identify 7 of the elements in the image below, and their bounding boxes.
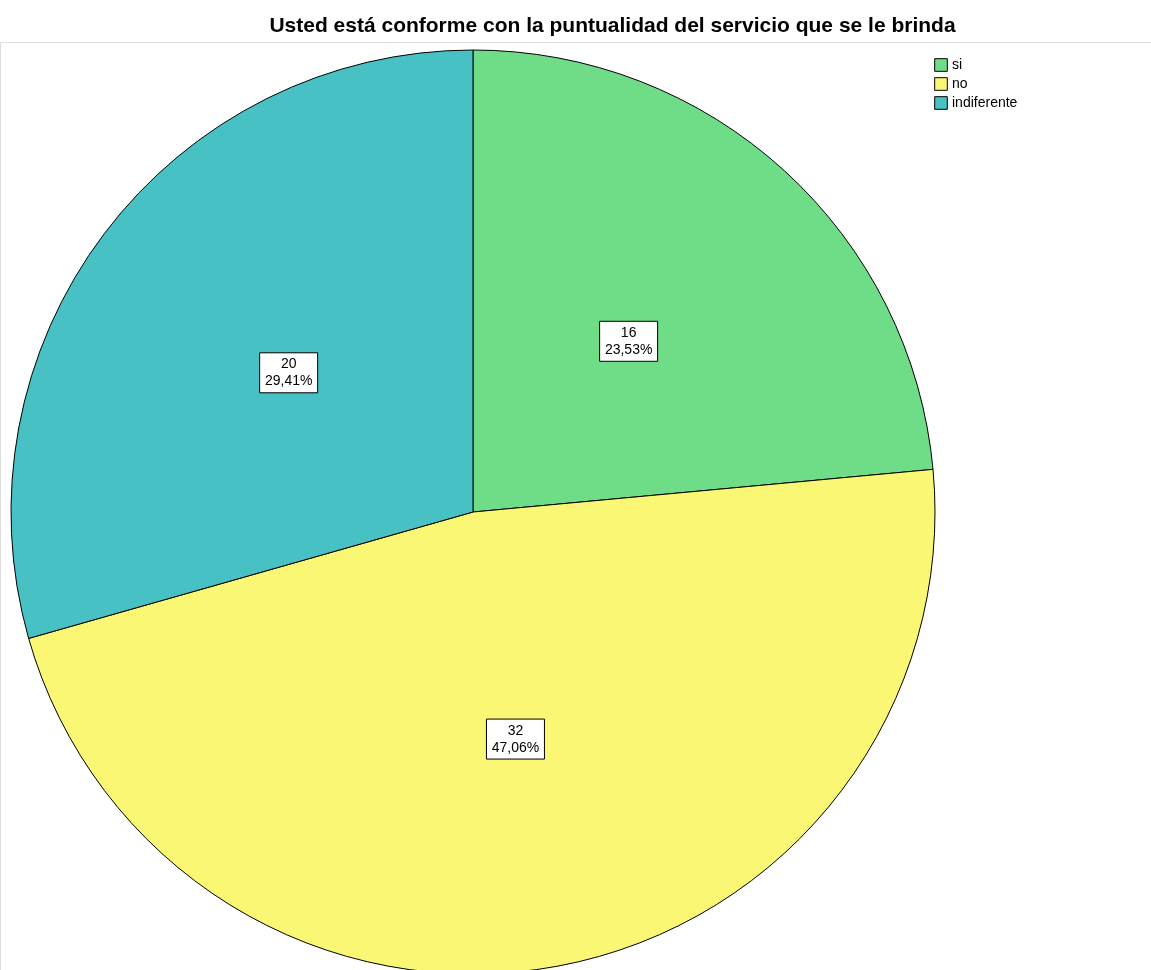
legend-label: si <box>952 56 963 72</box>
data-label: 20 29,41% <box>264 355 313 389</box>
data-label: 32 47,06% <box>491 721 540 755</box>
chart-title: Usted está conforme con la puntualidad del servicio que se le brinda <box>269 13 956 36</box>
legend-label: no <box>952 75 968 91</box>
data-label: 16 23,53% <box>604 323 653 357</box>
legend-label: indiferente <box>952 94 1018 110</box>
